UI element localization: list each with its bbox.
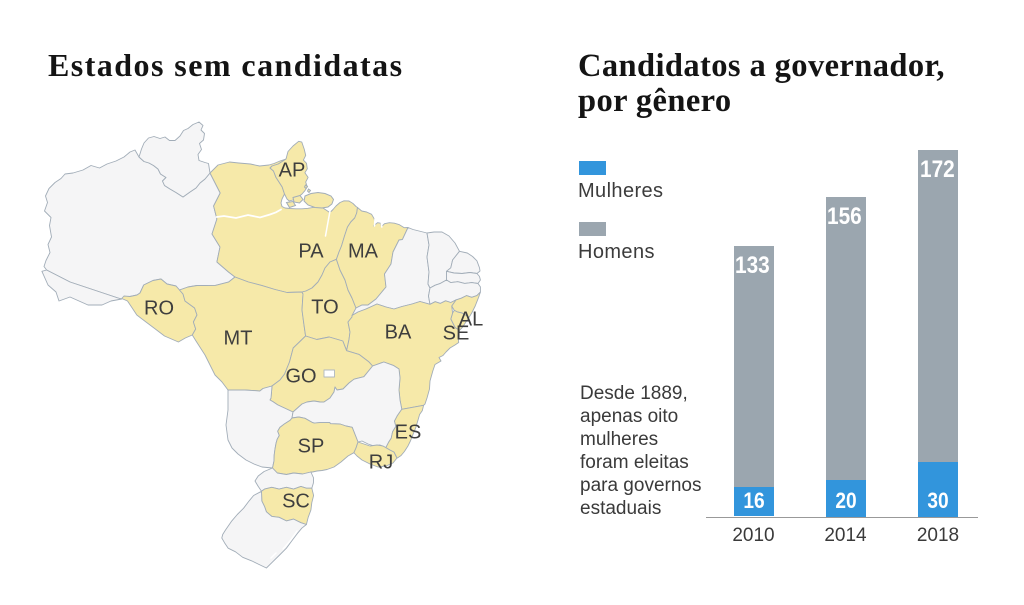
svg-text:RO: RO (144, 298, 174, 320)
svg-text:SP: SP (298, 436, 325, 458)
svg-text:AP: AP (279, 160, 306, 182)
svg-text:ES: ES (395, 422, 422, 444)
svg-text:SC: SC (282, 491, 310, 513)
svg-text:SE: SE (443, 323, 470, 345)
svg-text:PA: PA (298, 241, 324, 263)
svg-text:RJ: RJ (369, 452, 393, 474)
svg-text:MA: MA (348, 241, 379, 263)
svg-text:AL: AL (459, 309, 483, 331)
svg-text:MT: MT (224, 328, 253, 350)
svg-text:TO: TO (311, 297, 338, 319)
svg-text:BA: BA (385, 322, 412, 344)
svg-text:GO: GO (285, 366, 316, 388)
